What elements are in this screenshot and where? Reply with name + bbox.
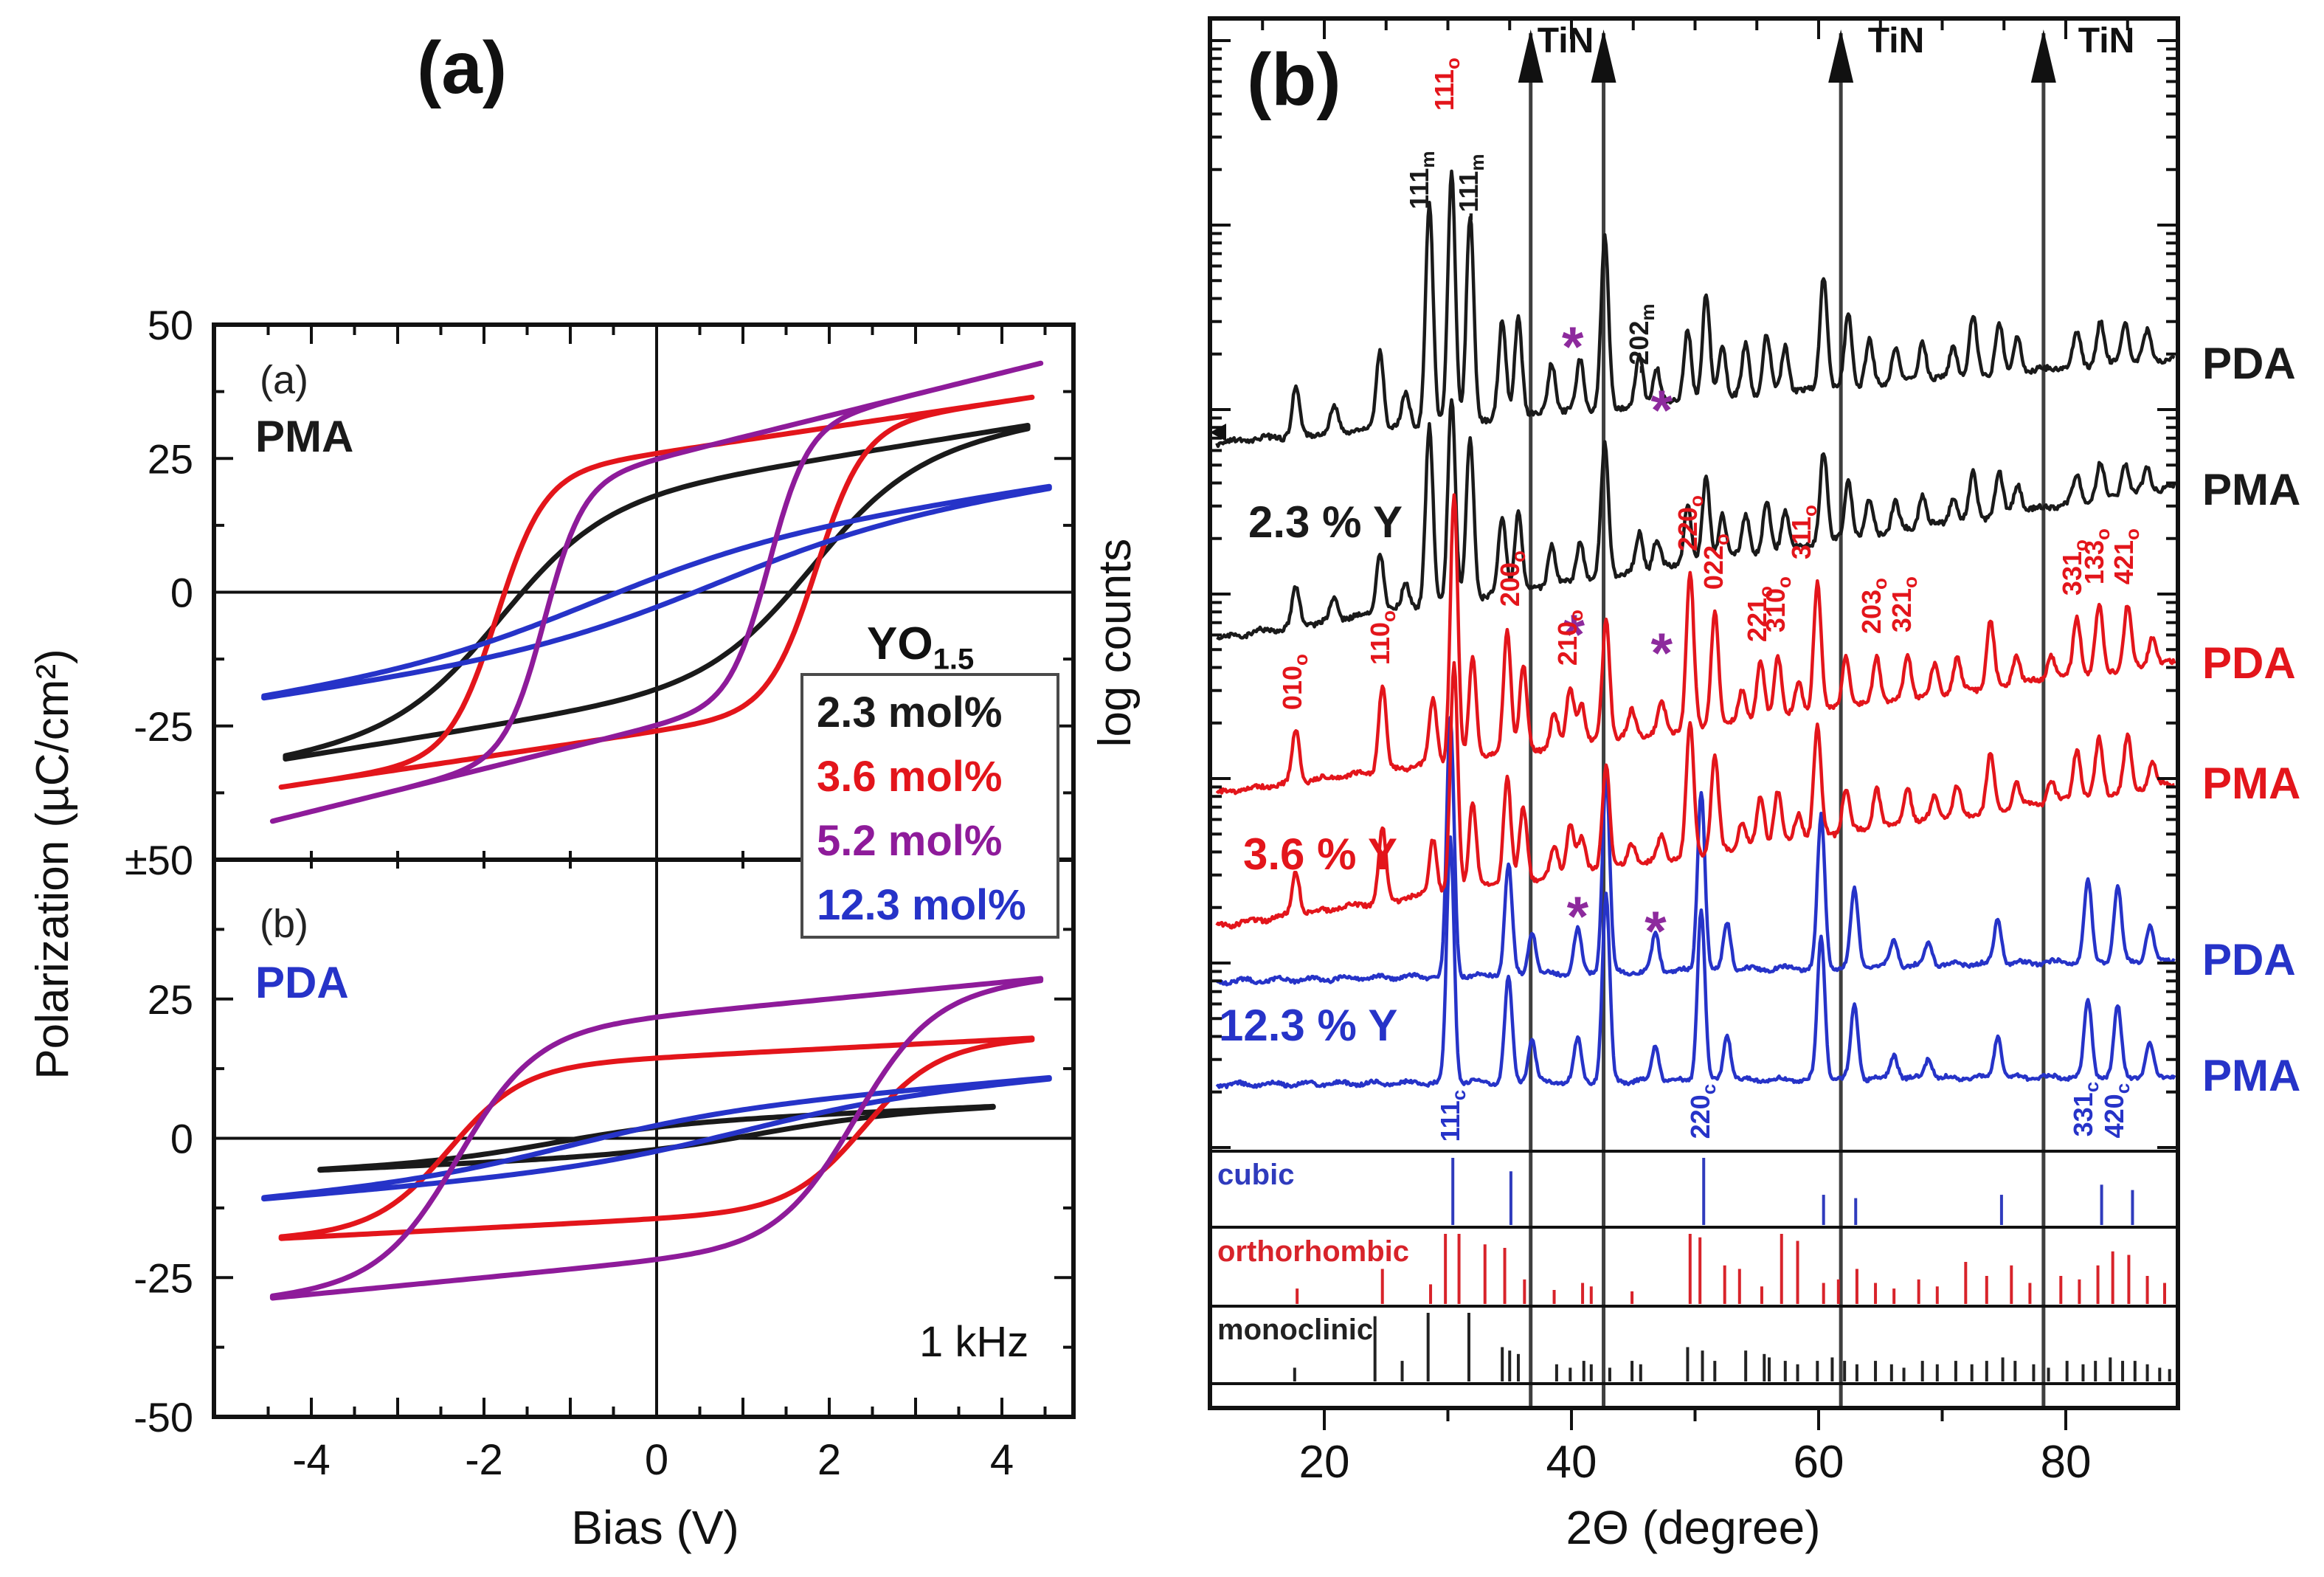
peak-label-111c: 111c xyxy=(1435,1089,1470,1142)
xrd-curve-3.6-Y-PDA xyxy=(1215,493,2176,796)
xtick-label-a: -4 xyxy=(292,1436,331,1484)
xtick-label-b: 20 xyxy=(1299,1437,1350,1488)
hysteresis-loop-12.3-mol%-PDA xyxy=(261,1074,1052,1202)
asterisk-marker-4: * xyxy=(1650,622,1673,685)
panel-b-title: (b) xyxy=(1247,38,1341,121)
ytick-label-a: -25 xyxy=(134,1255,193,1301)
peak-label-022o: 022o xyxy=(1698,534,1734,590)
ref-row-label-orthorhombic: orthorhombic xyxy=(1217,1235,1409,1268)
xtick-label-a: 2 xyxy=(817,1436,841,1484)
asterisk-marker-6: * xyxy=(1645,900,1667,963)
peak-label-210o: 210o xyxy=(1552,610,1588,666)
group-label-3.6Y: 3.6 % Y xyxy=(1243,829,1398,879)
xtick-label-a: -2 xyxy=(465,1436,503,1484)
curve-label-PDA-4: PDA xyxy=(2202,935,2296,984)
panel-a-pda-label: PDA xyxy=(255,958,349,1007)
xtick-label-a: 4 xyxy=(990,1436,1014,1484)
legend-entry-5.2: 5.2 mol% xyxy=(817,817,1003,865)
asterisk-marker-5: * xyxy=(1567,886,1589,948)
legend-entry-2.3: 2.3 mol% xyxy=(817,689,1003,736)
panel-a-y-axis-label: Polarization (µC/cm²) xyxy=(27,649,78,1080)
tin-arrowhead-4 xyxy=(2030,30,2056,83)
ytick-label-a: 0 xyxy=(170,1116,193,1162)
xrd-curve-2.3-Y-PMA xyxy=(1216,398,2176,641)
tin-label-2: TiN xyxy=(1867,21,1925,61)
hysteresis-loop-3.6-mol%-PMA xyxy=(278,394,1035,790)
legend-entry-12.3: 12.3 mol% xyxy=(817,881,1026,929)
peak-label-220c: 220c xyxy=(1684,1083,1720,1139)
hysteresis-loop-2.3-mol%-PMA xyxy=(283,423,1031,762)
panel-a-x-axis-label: Bias (V) xyxy=(571,1501,739,1554)
group-label-12.3Y: 12.3 % Y xyxy=(1219,1001,1398,1050)
frequency-annotation: 1 kHz xyxy=(919,1318,1029,1366)
ref-row-label-cubic: cubic xyxy=(1217,1159,1295,1191)
asterisk-marker-3: * xyxy=(1563,604,1585,666)
tin-arrowhead-2 xyxy=(1591,30,1616,83)
peak-label--202m: -202m xyxy=(1624,303,1659,374)
ytick-label-a: 25 xyxy=(148,976,193,1023)
panel-a-frame xyxy=(212,322,1076,1419)
curve-label-PDA-2: PDA xyxy=(2202,638,2296,688)
ytick-label-a: 0 xyxy=(170,570,193,616)
peak-label-133o: 133o xyxy=(2078,528,2114,585)
xrd-curve-12.3-Y-PDA xyxy=(1216,715,2176,987)
legend-title-text: YO xyxy=(867,618,933,669)
peak-label-010o: 010o xyxy=(1276,654,1312,711)
peak-label-321o: 321o xyxy=(1886,576,1921,633)
tin-label-1: TiN xyxy=(1537,21,1594,61)
curve-label-PMA-3: PMA xyxy=(2202,759,2301,808)
ytick-label-a: -25 xyxy=(134,703,193,750)
xrd-curve-12.3-Y-PMA xyxy=(1215,835,2176,1089)
peak-label-200o: 200o xyxy=(1494,551,1529,607)
hysteresis-loop-12.3-mol%-PMA xyxy=(261,483,1052,701)
asterisk-marker-2: * xyxy=(1650,379,1673,442)
peak-label-110o: 110o xyxy=(1364,610,1400,666)
ytick-label-a: 25 xyxy=(148,435,193,482)
xtick-label-b: 40 xyxy=(1546,1437,1597,1488)
curve-start-arrow xyxy=(1210,424,1226,441)
asterisk-marker-1: * xyxy=(1562,316,1584,379)
xtick-label-b: 60 xyxy=(1794,1437,1844,1488)
legend-entry-3.6: 3.6 mol% xyxy=(817,753,1003,801)
panel-b-x-axis-label: 2Θ (degree) xyxy=(1566,1501,1821,1554)
tin-arrowhead-3 xyxy=(1828,30,1854,83)
peak-label-420c: 420c xyxy=(2098,1083,2134,1139)
legend-title-subscript: 1.5 xyxy=(933,643,975,676)
legend-box: 2.3 mol% 3.6 mol% 5.2 mol% 12.3 mol% xyxy=(800,673,1059,939)
xtick-label-a: 0 xyxy=(645,1436,668,1484)
curve-label-PMA-1: PMA xyxy=(2202,465,2301,514)
peak-label--111m: -111m xyxy=(1453,153,1489,221)
hysteresis-loop-5.2-mol%-PMA xyxy=(269,360,1044,824)
peak-label-203o: 203o xyxy=(1856,578,1892,635)
panel-b-y-axis-label: log counts xyxy=(1090,538,1141,748)
tin-arrowhead-1 xyxy=(1518,30,1543,83)
ytick-label-a: -50 xyxy=(134,1394,193,1440)
curve-label-PDA-0: PDA xyxy=(2202,339,2296,388)
panel-a-subplot-b-label: (b) xyxy=(260,902,308,946)
hysteresis-loop-5.2-mol%-PDA xyxy=(269,976,1044,1301)
hysteresis-loop-2.3-mol%-PDA xyxy=(317,1103,996,1173)
panel-a-subplot-a-label: (a) xyxy=(260,358,308,402)
hysteresis-loop-3.6-mol%-PDA xyxy=(278,1035,1035,1241)
panel-a-title: (a) xyxy=(417,27,508,109)
peak-label-311o: 311o xyxy=(1785,505,1821,560)
peak-label-421o: 421o xyxy=(2108,528,2144,585)
xrd-curve-2.3-Y-PDA xyxy=(1215,169,2176,449)
group-label-2.3Y: 2.3 % Y xyxy=(1248,497,1403,547)
xtick-label-b: 80 xyxy=(2041,1437,2092,1488)
tin-label-3: TiN xyxy=(2078,21,2135,61)
ytick-label-a: 50 xyxy=(148,302,193,348)
curve-label-PMA-5: PMA xyxy=(2202,1051,2301,1100)
xrd-curve-3.6-Y-PMA xyxy=(1215,660,2175,930)
ytick-label-a: ±50 xyxy=(125,837,193,883)
ref-row-label-monoclinic: monoclinic xyxy=(1217,1314,1374,1346)
peak-label-331c: 331c xyxy=(2067,1081,2103,1137)
legend-title: YO1.5 xyxy=(867,621,974,674)
panel-a-pma-label: PMA xyxy=(255,412,354,461)
